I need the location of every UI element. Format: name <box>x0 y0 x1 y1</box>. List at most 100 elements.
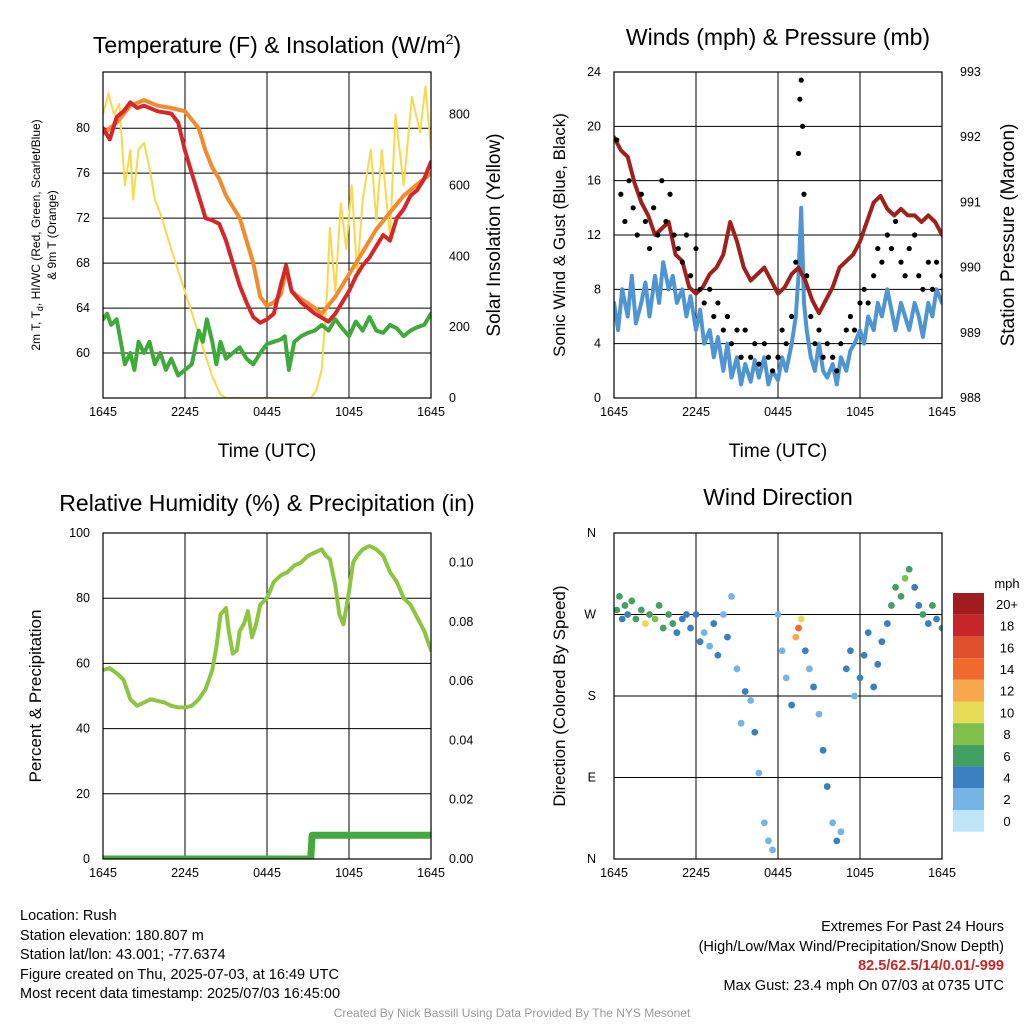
y-tick-label: 100 <box>69 526 90 540</box>
x-axis-label: Time (UTC) <box>729 441 828 462</box>
y-tick-label: 20 <box>76 787 90 801</box>
y-tick-label: N <box>587 526 596 540</box>
gust-point <box>916 273 922 279</box>
gust-point <box>939 273 942 279</box>
station-elevation: Station elevation: 180.807 m <box>20 927 204 944</box>
direction-point <box>755 769 763 777</box>
plot-frame <box>102 532 432 860</box>
gust-point <box>798 77 804 83</box>
direction-point <box>883 620 891 627</box>
direction-point <box>728 592 735 600</box>
x-tick-label: 1645 <box>89 866 117 880</box>
y2-axis-label: Solar Insolation (Yellow) <box>484 133 505 336</box>
direction-point <box>819 746 827 754</box>
y-tick-label: 8 <box>594 282 601 296</box>
series-line-1 <box>103 544 431 710</box>
gust-point <box>679 259 685 265</box>
gust-point <box>808 313 814 320</box>
direction-point <box>778 647 786 655</box>
gust-point <box>865 300 871 306</box>
gust-point <box>902 273 908 279</box>
direction-point <box>929 602 936 609</box>
gust-point <box>801 191 807 197</box>
chart-title: Winds (mph) & Pressure (mb) <box>626 24 930 50</box>
extremes-title: Extremes For Past 24 Hours <box>821 919 1004 935</box>
direction-point <box>737 719 745 727</box>
gust-point <box>675 245 681 252</box>
direction-point <box>673 629 681 637</box>
gust-point <box>697 286 703 292</box>
gust-point <box>756 361 762 367</box>
chart-panel-1 <box>102 71 432 399</box>
gust-point <box>738 354 744 360</box>
direction-point <box>760 819 768 827</box>
direction-point <box>874 660 882 668</box>
gust-point <box>724 313 731 320</box>
series-line-2 <box>614 135 942 316</box>
y2-tick-label: 991 <box>960 195 981 209</box>
direction-point <box>624 611 632 618</box>
x-tick-label: 0445 <box>253 866 281 880</box>
gust-point <box>816 327 822 333</box>
plot-frame <box>613 532 943 860</box>
y-tick-label: 24 <box>587 65 601 79</box>
direction-point <box>692 611 700 618</box>
chart-title: Temperature (F) & Insolation (W/m2) <box>93 31 461 58</box>
y-tick-label: 0 <box>594 391 601 405</box>
gust-point <box>812 341 818 347</box>
direction-point <box>795 624 802 632</box>
gust-point <box>789 313 795 320</box>
legend-label: 16 <box>1000 640 1014 655</box>
station-info: Location: Rush Station elevation: 180.80… <box>20 907 340 1005</box>
direction-point <box>856 674 864 682</box>
direction-point <box>642 620 649 627</box>
direction-point <box>806 665 813 673</box>
gust-point <box>693 245 699 252</box>
direction-point <box>938 624 942 632</box>
gust-point <box>861 286 867 292</box>
legend-swatch <box>953 636 984 659</box>
legend-swatch <box>953 614 984 637</box>
y2-tick-label: 800 <box>449 108 470 122</box>
legend-swatch <box>953 766 984 789</box>
gust-point <box>707 286 713 292</box>
y2-tick-label: 0.10 <box>449 556 473 570</box>
direction-point <box>655 602 663 609</box>
legend-label: 8 <box>1003 727 1010 742</box>
direction-point <box>683 611 690 618</box>
direction-point <box>678 615 686 623</box>
chart-panel-4 <box>613 532 984 860</box>
legend-swatch <box>953 788 984 810</box>
direction-point <box>823 783 831 790</box>
direction-point <box>665 611 673 618</box>
legend-swatch <box>953 593 984 615</box>
y-axis-label: 2m T, Td, HI/WC (Red, Green, Scarlet/Blu… <box>29 119 45 350</box>
direction-point <box>782 674 790 682</box>
x-tick-label: 1045 <box>335 866 363 880</box>
direction-point <box>833 837 841 845</box>
y-tick-label: 60 <box>76 656 90 670</box>
y-tick-label: W <box>584 608 596 622</box>
y2-tick-label: 993 <box>960 65 981 79</box>
direction-point <box>769 846 776 854</box>
direction-point <box>815 710 823 718</box>
y-tick-label: 20 <box>587 119 601 133</box>
plot-area <box>614 77 942 387</box>
gust-point <box>851 327 858 333</box>
x-tick-label: 1645 <box>600 866 628 880</box>
gust-point <box>671 232 677 238</box>
direction-point <box>710 620 718 627</box>
x-axis-label: Time (UTC) <box>218 441 317 462</box>
legend-label: 18 <box>1000 619 1014 634</box>
direction-point <box>905 565 913 573</box>
gust-point <box>687 273 694 279</box>
gust-point <box>720 327 726 333</box>
direction-point <box>724 633 731 641</box>
chart-panel-2 <box>613 71 943 399</box>
gust-point <box>847 313 854 320</box>
figure-created: Figure created on Thu, 2025-07-03, at 16… <box>20 966 339 983</box>
direction-point <box>837 828 845 836</box>
gust-point <box>898 259 904 265</box>
direction-point <box>614 606 621 614</box>
gust-point <box>824 341 830 347</box>
